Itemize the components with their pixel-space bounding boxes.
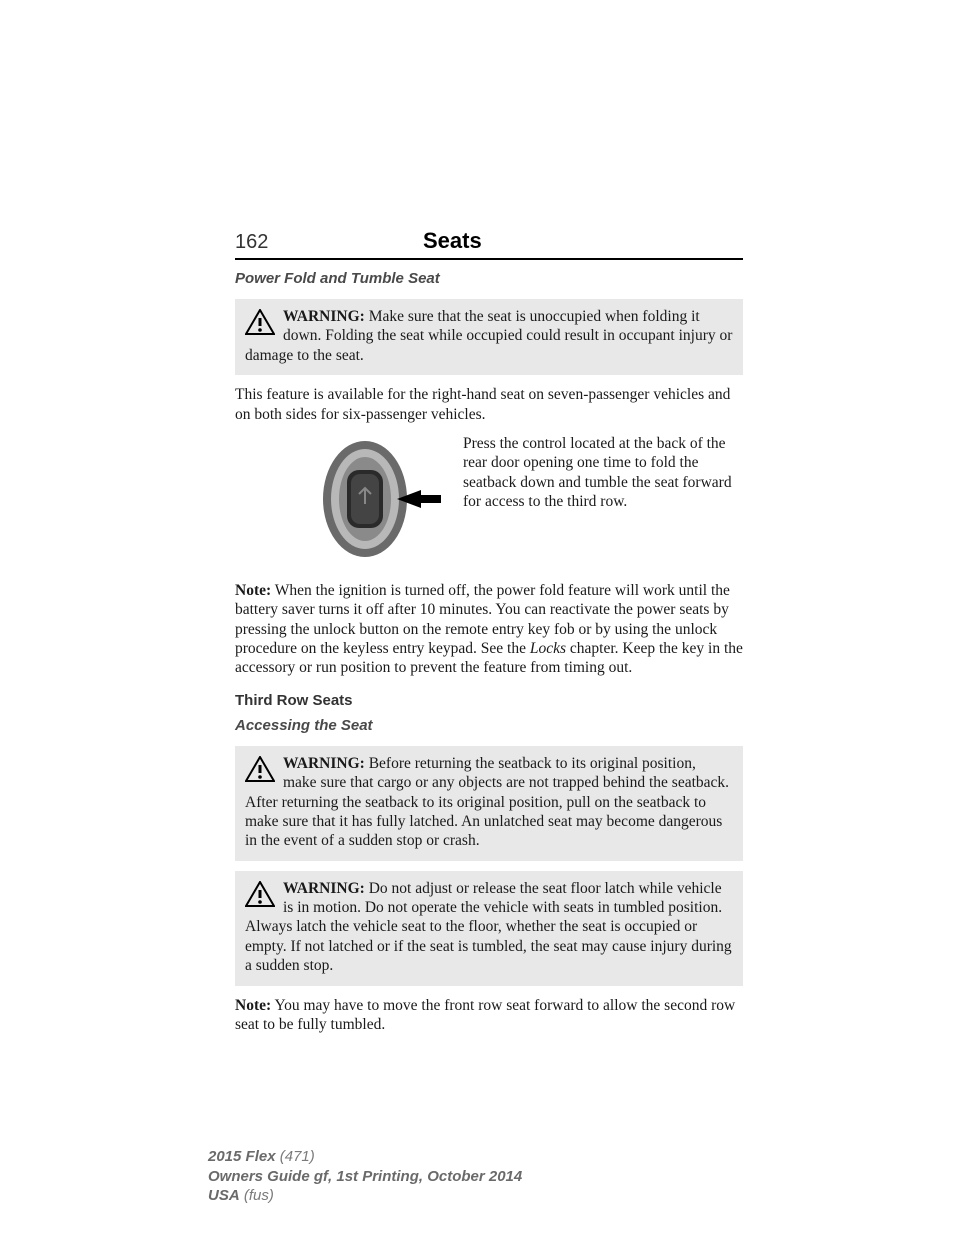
warning-box-2: WARNING: Before returning the seatback t… bbox=[235, 746, 743, 861]
subsection-accessing-title: Accessing the Seat bbox=[235, 717, 743, 734]
footer-region: USA bbox=[208, 1187, 240, 1204]
warning-box-3: WARNING: Do not adjust or release the se… bbox=[235, 871, 743, 986]
third-row-note: Note: You may have to move the front row… bbox=[235, 996, 743, 1035]
page-title: Seats bbox=[423, 228, 482, 254]
figure-caption: Press the control located at the back of… bbox=[463, 434, 743, 512]
warning-label: WARNING: bbox=[283, 880, 365, 897]
footer-line-2: Owners Guide gf, 1st Printing, October 2… bbox=[208, 1167, 522, 1187]
footer-line-3: USA (fus) bbox=[208, 1186, 522, 1206]
page-content: 162 Seats Power Fold and Tumble Seat WAR… bbox=[235, 228, 743, 1044]
chapter-ref: Locks bbox=[530, 640, 566, 657]
seat-button-illustration bbox=[315, 434, 445, 569]
page-footer: 2015 Flex (471) Owners Guide gf, 1st Pri… bbox=[208, 1147, 522, 1206]
section-third-row-title: Third Row Seats bbox=[235, 692, 743, 709]
power-fold-note: Note: When the ignition is turned off, t… bbox=[235, 581, 743, 678]
footer-code: (471) bbox=[276, 1148, 315, 1165]
warning-triangle-icon bbox=[245, 881, 275, 912]
page-header: 162 Seats bbox=[235, 228, 743, 260]
page-number: 162 bbox=[235, 231, 423, 254]
warning-label: WARNING: bbox=[283, 755, 365, 772]
note-label: Note: bbox=[235, 997, 271, 1014]
footer-line-1: 2015 Flex (471) bbox=[208, 1147, 522, 1167]
footer-model: 2015 Flex bbox=[208, 1148, 276, 1165]
warning-box-1: WARNING: Make sure that the seat is unoc… bbox=[235, 299, 743, 375]
warning-label: WARNING: bbox=[283, 308, 365, 325]
subsection-power-fold-title: Power Fold and Tumble Seat bbox=[235, 270, 743, 287]
note-label: Note: bbox=[235, 582, 271, 599]
power-fold-intro: This feature is available for the right-… bbox=[235, 385, 743, 424]
warning-triangle-icon bbox=[245, 756, 275, 787]
footer-region-code: (fus) bbox=[240, 1187, 274, 1204]
figure-row: Press the control located at the back of… bbox=[235, 434, 743, 569]
warning-triangle-icon bbox=[245, 309, 275, 340]
note-text: You may have to move the front row seat … bbox=[235, 997, 735, 1033]
